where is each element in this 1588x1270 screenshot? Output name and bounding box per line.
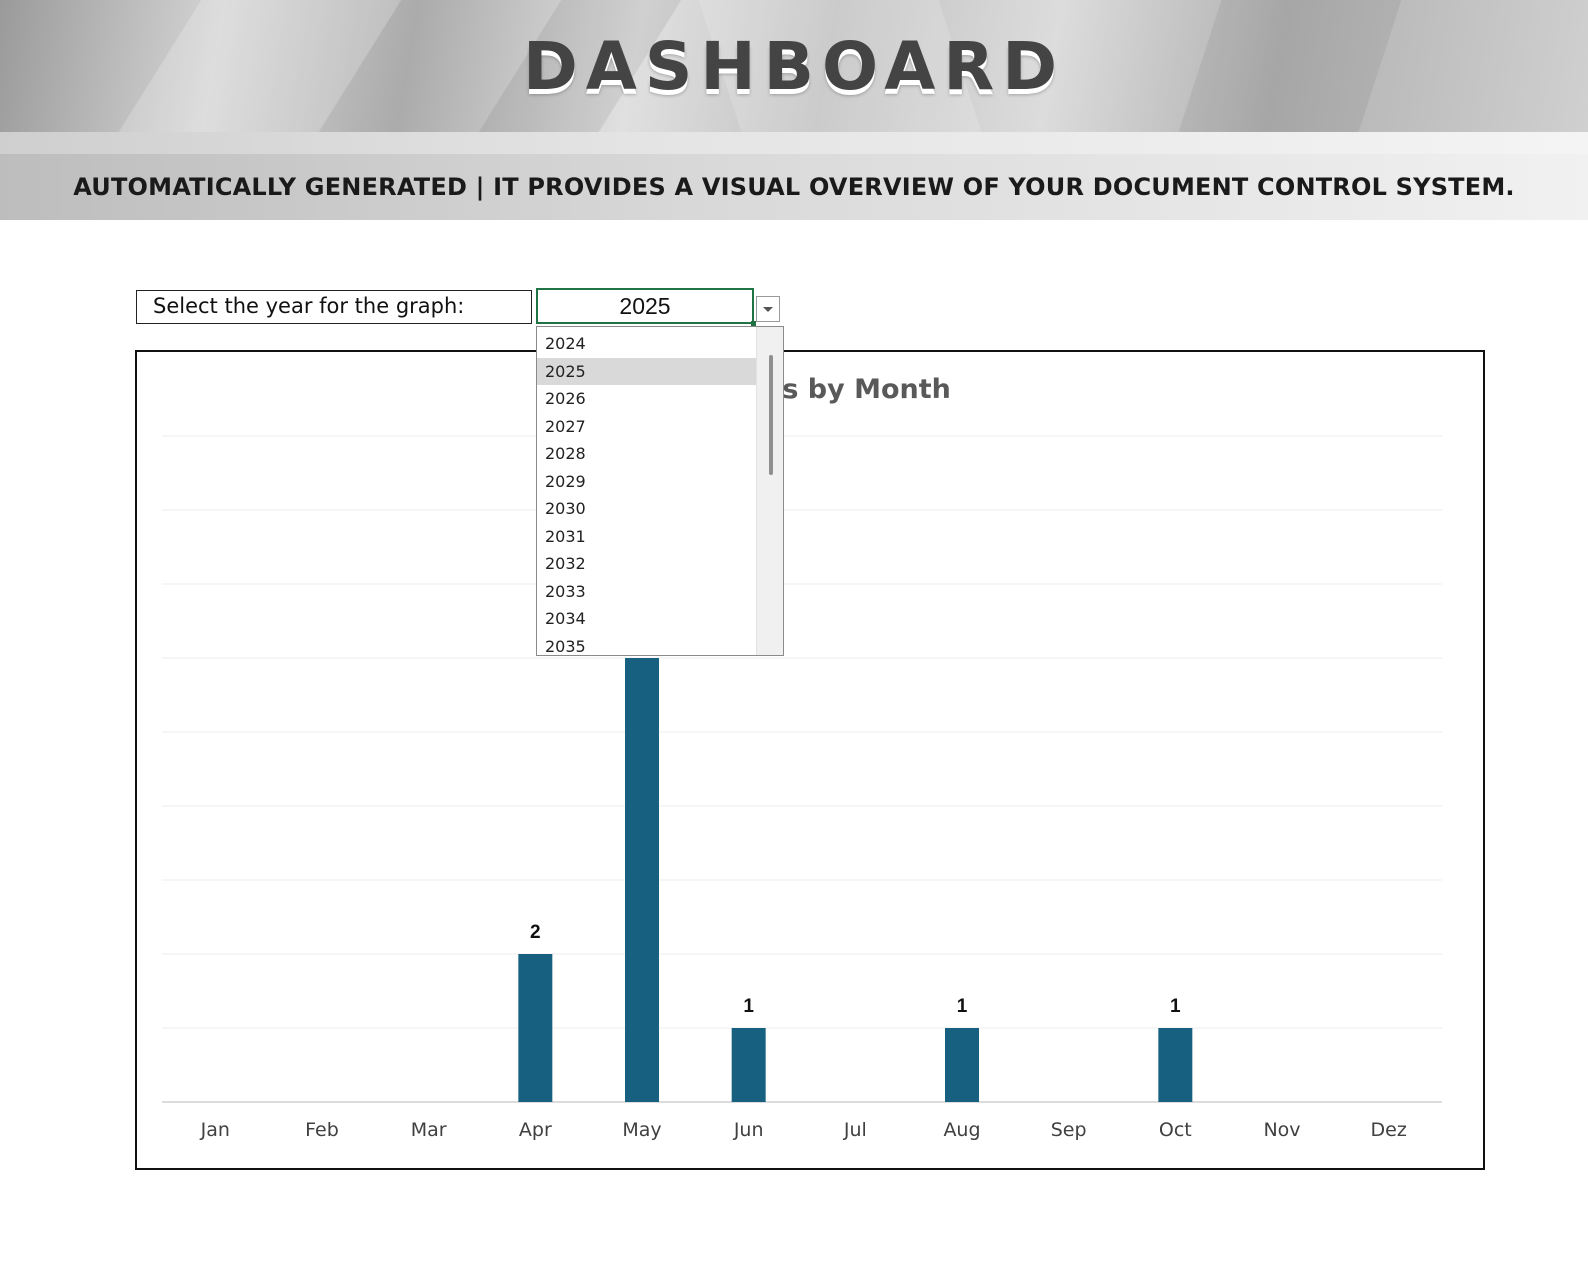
dropdown-option[interactable]: 2035 [545,636,586,656]
bar-chart: Jan Feb Mar 2 Apr May 1 Jun Jul 1 Aug Sep 1 Oct Nov Dez [162,435,1442,1141]
bar-may [625,658,659,1102]
x-tick-label: Sep [1051,1119,1087,1141]
subtitle-bar: AUTOMATICALLY GENERATED | IT PROVIDES A … [0,154,1588,220]
data-label-oct: 1 [1170,996,1181,1017]
page-title: DASHBOARD [523,28,1065,105]
x-tick-label: Feb [305,1119,339,1141]
scrollbar-thumb[interactable] [769,355,773,475]
x-tick-label: Jun [733,1119,764,1141]
page-subtitle: AUTOMATICALLY GENERATED | IT PROVIDES A … [73,173,1515,201]
x-tick-label: Mar [411,1119,447,1141]
dropdown-option[interactable]: 2025 [537,357,757,385]
x-tick-label: Oct [1159,1119,1192,1141]
x-tick-label: Apr [519,1119,552,1141]
header-banner: DASHBOARD [0,0,1588,132]
year-dropdown-button[interactable] [756,296,780,322]
year-dropdown-list[interactable]: 2024 2025 2026 2027 2028 2029 2030 2031 2032 2033… [536,326,784,656]
data-label-apr: 2 [530,922,541,943]
dropdown-scrollbar[interactable] [756,327,783,655]
chevron-down-icon [763,306,773,312]
dropdown-option[interactable]: 2034 [545,609,586,628]
data-label-aug: 1 [957,996,968,1017]
dropdown-option[interactable]: 2024 [545,334,586,353]
dropdown-option[interactable]: 2032 [545,554,586,573]
x-tick-label: Dez [1371,1119,1407,1141]
chart-container: Reviews by Month Jan Feb Mar 2 Apr May 1 Jun Jul… [135,350,1485,1170]
data-label-jun: 1 [743,996,754,1017]
dropdown-option[interactable]: 2030 [545,499,586,518]
x-tick-label: Nov [1263,1119,1300,1141]
dropdown-option[interactable]: 2029 [545,471,586,491]
x-tick-label: May [622,1119,661,1141]
bar-oct [1158,1028,1193,1102]
bar-aug [945,1028,979,1102]
dropdown-option[interactable]: 2028 [545,444,586,463]
x-tick-label: Aug [943,1119,980,1141]
banner-divider [0,132,1588,154]
dropdown-option[interactable]: 2033 [545,581,586,601]
x-tick-label: Jul [843,1119,867,1141]
x-tick-label: Jan [200,1119,230,1141]
dropdown-option[interactable]: 2031 [545,526,586,546]
year-selector-cell[interactable]: 2025 [536,288,756,326]
dropdown-option[interactable]: 2026 [545,389,586,408]
dropdown-option[interactable]: 2027 [545,416,586,436]
year-options: 2024 2025 2026 2027 2028 2029 2030 2031 2032 2033… [537,330,757,660]
bar-apr [518,954,553,1102]
year-selector-label: Select the year for the graph: [136,290,532,324]
bar-jun [731,1028,766,1102]
